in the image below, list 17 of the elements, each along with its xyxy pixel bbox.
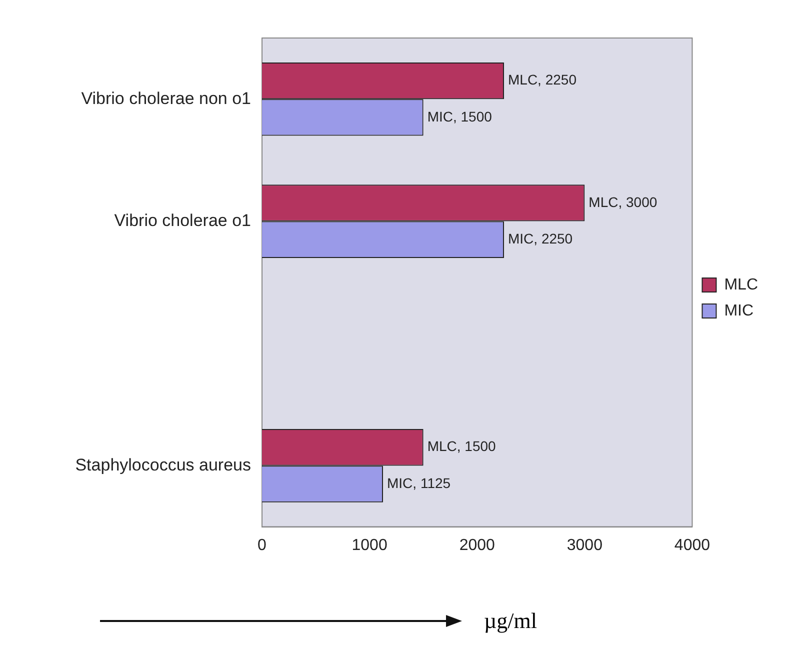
x-tick-label: 0 (258, 536, 267, 554)
x-tick-label: 4000 (674, 536, 710, 554)
x-tick-label: 1000 (352, 536, 388, 554)
data-label: MLC, 1500 (427, 438, 496, 454)
data-label: MLC, 3000 (588, 194, 658, 210)
legend-label: MIC (724, 302, 754, 320)
data-label: MIC, 1125 (387, 474, 451, 491)
data-label: MIC, 2250 (508, 230, 573, 246)
y-tick-label: Staphylococcus aureus (75, 455, 251, 474)
x-axis-title: µg/ml (484, 608, 538, 634)
legend-label: MLC (724, 276, 758, 294)
x-tick-label: 2000 (459, 536, 496, 554)
x-tick-label: 3000 (566, 536, 603, 554)
data-label: MIC, 1500 (427, 108, 492, 124)
y-tick-label: Vibrio cholerae o1 (114, 210, 251, 230)
y-tick-label: Vibrio cholerae non o1 (81, 88, 251, 108)
data-label: MLC, 2250 (508, 72, 577, 88)
